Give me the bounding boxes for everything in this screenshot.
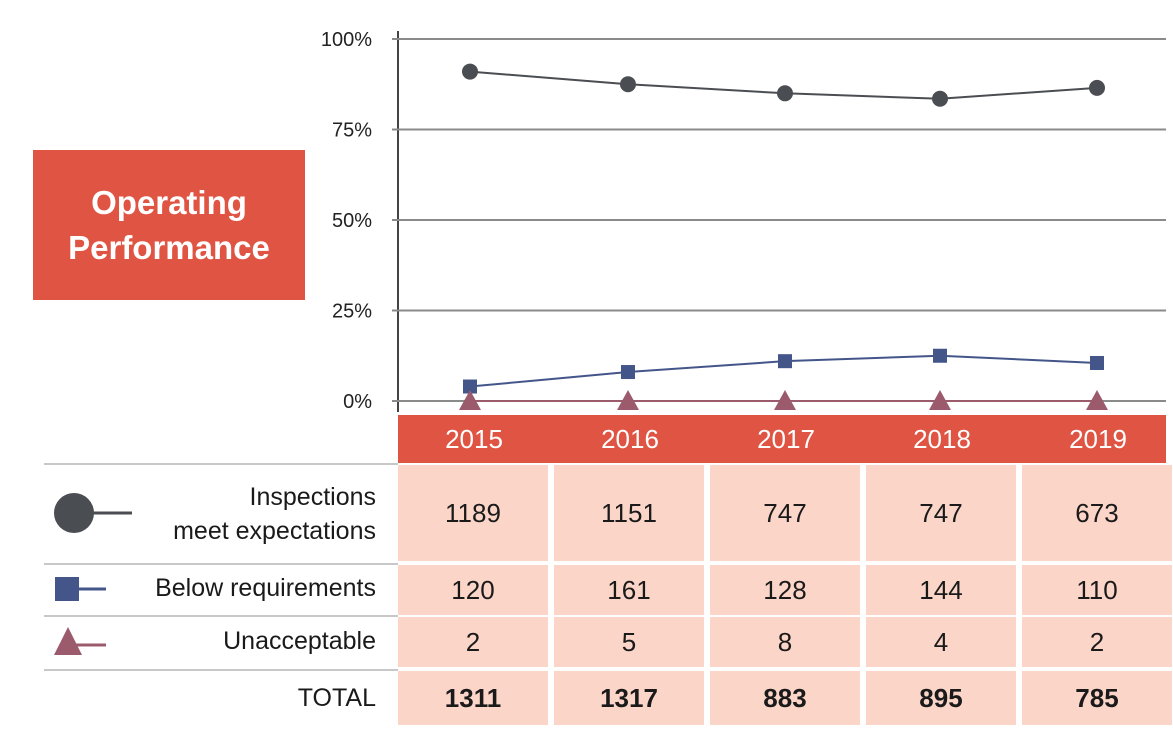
triangle-line-icon (54, 627, 106, 655)
data-point-triangle (617, 390, 639, 410)
data-point-triangle (1086, 390, 1108, 410)
square-line-icon (55, 577, 106, 601)
table-cell: 161 (554, 565, 704, 615)
legend-label-line-2: meet expectations (173, 517, 376, 545)
title-line-1: Operating (91, 184, 247, 221)
data-point-square (933, 348, 947, 363)
table-cell: 2 (1022, 617, 1172, 667)
data-point-circle (1089, 79, 1105, 96)
table-cell: 110 (1022, 565, 1172, 615)
legend-label-below: Below requirements (155, 574, 376, 602)
table-cell: 785 (1022, 671, 1172, 725)
title-line-2: Performance (68, 229, 270, 266)
data-point-circle (777, 85, 793, 102)
row-separator (44, 463, 398, 465)
y-tick-label: 75% (332, 120, 372, 142)
data-point-triangle (929, 390, 951, 410)
row-separator (44, 615, 398, 617)
data-point-circle (462, 63, 478, 80)
table-cell: 895 (866, 671, 1016, 725)
table-cell: 144 (866, 565, 1016, 615)
data-point-circle (932, 90, 948, 107)
table-cell: 747 (866, 465, 1016, 561)
table-cell: 1151 (554, 465, 704, 561)
table-cell: 4 (866, 617, 1016, 667)
data-point-square (621, 365, 635, 380)
year-header-band: 2015 2016 2017 2018 2019 (398, 415, 1166, 463)
data-point-circle (620, 76, 636, 93)
table-cell: 1317 (554, 671, 704, 725)
chart-title-box: Operating Performance (33, 150, 305, 300)
data-point-square (463, 379, 477, 394)
legend-label-line-1: Inspections (249, 483, 376, 511)
year-2018: 2018 (913, 423, 971, 454)
data-point-square (778, 354, 792, 369)
data-point-triangle (459, 390, 481, 410)
legend-label-total: TOTAL (297, 684, 376, 712)
row-separator (44, 563, 398, 565)
table-cell: 2 (398, 617, 548, 667)
legend-label-unacceptable: Unacceptable (223, 627, 376, 655)
y-tick-label: 50% (332, 210, 372, 232)
data-point-triangle (774, 390, 796, 410)
data-point-square (1090, 355, 1104, 370)
y-tick-label: 25% (332, 301, 372, 323)
year-2017: 2017 (757, 423, 815, 454)
table-cell: 1189 (398, 465, 548, 561)
y-tick-label: 0% (343, 391, 372, 413)
year-2016: 2016 (601, 423, 659, 454)
table-cell: 673 (1022, 465, 1172, 561)
circle-line-icon (54, 493, 132, 533)
table-cell: 128 (710, 565, 860, 615)
row-separator (44, 669, 398, 671)
y-tick-label: 100% (321, 29, 372, 51)
table-cell: 1311 (398, 671, 548, 725)
table-cell: 120 (398, 565, 548, 615)
table-cell: 5 (554, 617, 704, 667)
year-2019: 2019 (1069, 423, 1127, 454)
year-2015: 2015 (445, 423, 503, 454)
legend-label-inspections: Inspections meet expectations (173, 480, 376, 548)
table-cell: 8 (710, 617, 860, 667)
table-cell: 883 (710, 671, 860, 725)
table-cell: 747 (710, 465, 860, 561)
